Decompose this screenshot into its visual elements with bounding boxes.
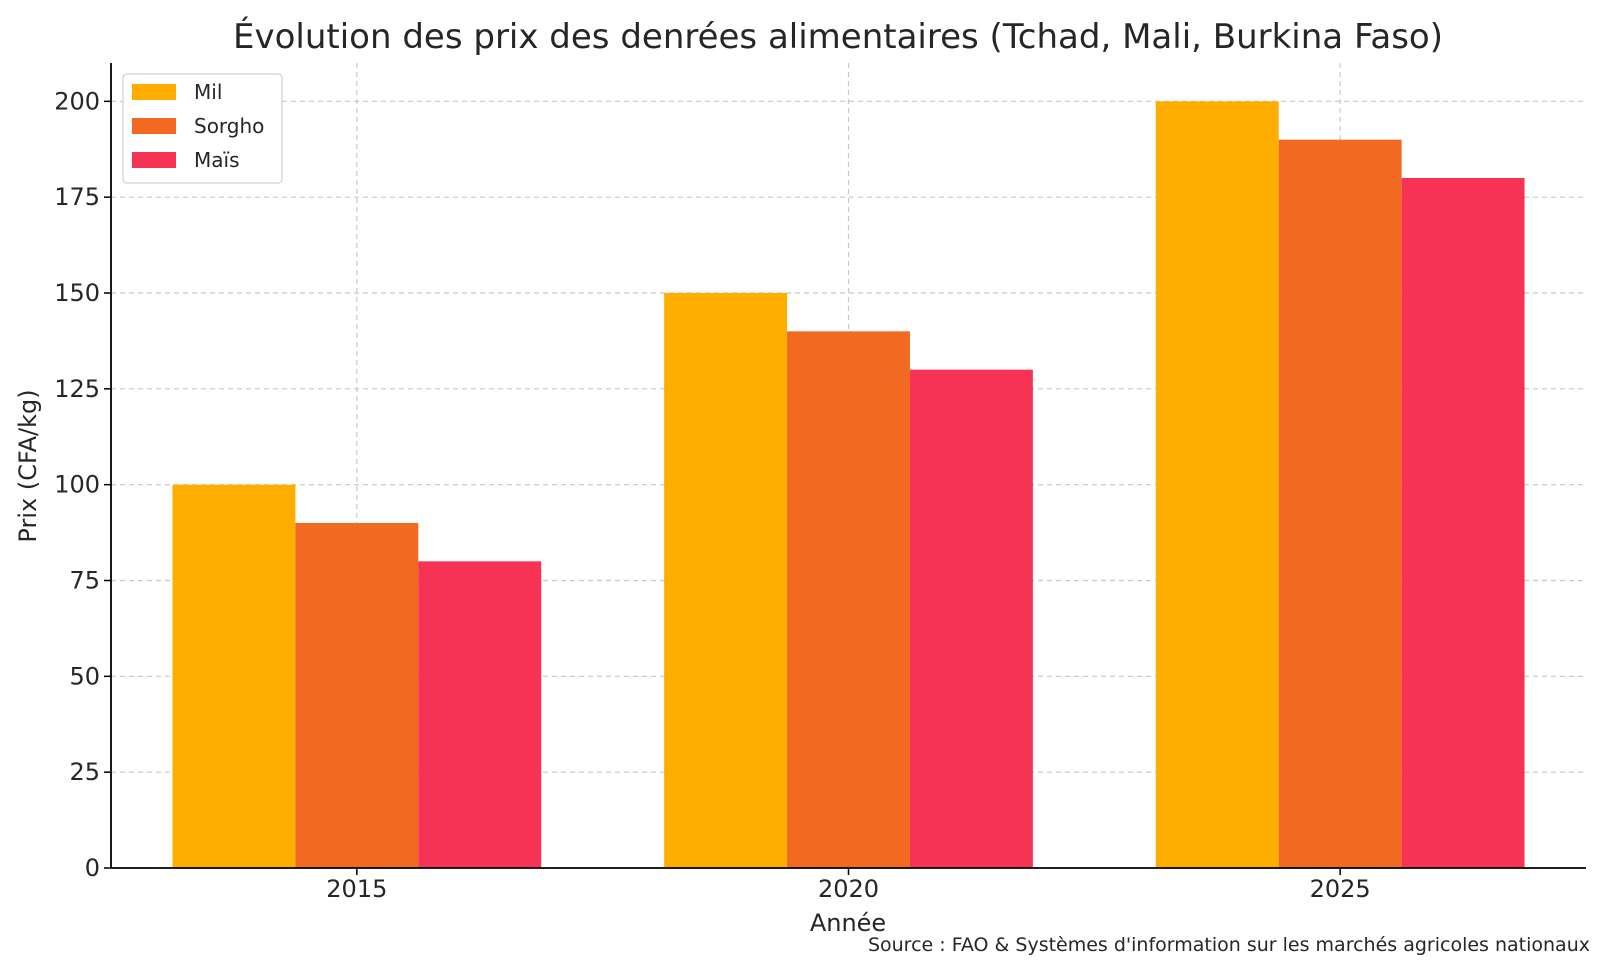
y-tick-label: 75 [69,567,100,595]
x-tick-label: 2020 [818,875,879,903]
bar-mil-2025 [1155,101,1279,869]
legend: Mil Sorgho Maïs [122,73,283,184]
bar-mais-2020 [909,369,1033,868]
x-tick-label: 2025 [1310,875,1371,903]
y-tick-label: 125 [54,375,100,403]
legend-label-mais: Maïs [194,148,240,172]
y-tick-label: 175 [54,183,100,211]
bar-mil-2015 [172,484,296,868]
bar-sorgho-2015 [295,523,419,868]
bar-mais-2015 [418,561,542,868]
legend-items: Mil Sorgho Maïs [132,80,264,172]
bar-mais-2025 [1401,178,1525,868]
legend-swatch-mais [132,152,176,168]
y-tick-label: 100 [54,471,100,499]
x-axis-label: Année [810,909,886,937]
y-tick-label: 150 [54,279,100,307]
source-note: Source : FAO & Systèmes d'information su… [868,934,1590,956]
y-tick-labels: 0 25 50 75 100 125 150 175 200 [54,87,111,882]
x-tick-label: 2015 [326,875,387,903]
legend-swatch-sorgho [132,118,176,134]
y-tick-label: 50 [69,662,100,690]
bars [172,101,1525,869]
y-tick-label: 200 [54,87,100,115]
bar-sorgho-2025 [1278,139,1402,868]
y-axis-label: Prix (CFA/kg) [14,389,42,542]
y-tick-label: 0 [85,854,100,882]
bar-mil-2020 [664,293,788,868]
legend-label-sorgho: Sorgho [194,114,264,138]
chart-title: Évolution des prix des denrées alimentai… [233,16,1443,57]
y-tick-label: 25 [69,758,100,786]
x-tick-labels: 2015 2020 2025 [326,868,1371,903]
legend-label-mil: Mil [194,80,222,104]
bar-sorgho-2020 [787,331,910,868]
legend-swatch-mil [132,84,176,100]
